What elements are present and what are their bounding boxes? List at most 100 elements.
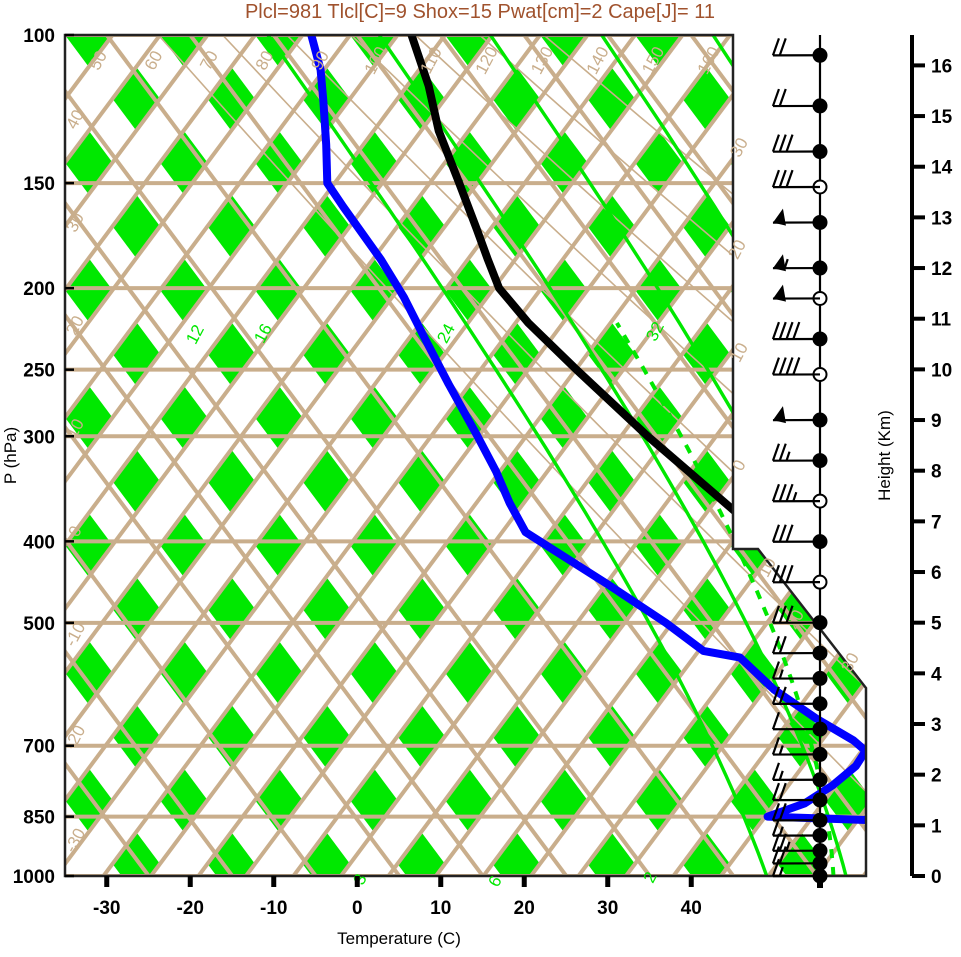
temperature-axis-title: Temperature (C)	[337, 929, 461, 948]
wind-barb	[771, 762, 828, 788]
shading-band-cross	[65, 35, 730, 876]
wind-barb-full	[771, 38, 780, 56]
wind-barb-flag	[772, 284, 786, 302]
shading-band	[65, 35, 265, 876]
shading-band-cross	[65, 35, 255, 876]
wind-barb-full	[771, 357, 780, 375]
wind-barb-full	[771, 169, 780, 188]
height-tick-label: 15	[931, 107, 953, 128]
pressure-tick-label: 850	[23, 808, 55, 829]
pressure-tick-label: 100	[23, 26, 55, 47]
temperature-axis: -30 -20 -10 0 10 20 30 40 Temperature (C)	[93, 876, 702, 948]
isotherm-line	[65, 35, 485, 876]
wind-barb	[771, 524, 828, 550]
temperature-tick-label: -10	[260, 898, 287, 919]
wind-barb	[772, 284, 828, 306]
dry-adiabat-line	[386, 35, 866, 876]
wind-barb-full	[785, 524, 794, 543]
wind-barb-full	[771, 858, 780, 877]
wind-barb	[771, 803, 828, 828]
wind-barb-full	[771, 661, 780, 679]
height-axis-title: Height (Km)	[875, 410, 894, 501]
wind-barb	[771, 858, 828, 884]
dry-adiabat-line	[65, 35, 400, 876]
wind-barb-flag	[772, 406, 786, 424]
wind-barb-full	[778, 483, 787, 502]
wind-barb	[771, 818, 828, 843]
pressure-tick-label: 500	[23, 614, 55, 635]
wind-barb	[771, 635, 828, 661]
dry-adiabat-line	[196, 35, 827, 876]
wind-barb-full	[771, 134, 780, 153]
wind-barb	[771, 169, 828, 195]
plot-frame	[63, 33, 868, 878]
wind-barb-full	[778, 134, 787, 153]
wind-barb-full	[771, 782, 780, 801]
wind-barb	[771, 846, 828, 871]
isotherm-line	[606, 35, 866, 876]
wind-barb	[771, 564, 828, 590]
wind-barb-full	[771, 635, 780, 654]
height-tick-label: 9	[931, 411, 942, 432]
dry-adiabat-line	[65, 35, 305, 876]
wind-barb-full	[771, 846, 780, 864]
shading-band	[65, 35, 360, 876]
wind-barb-full	[792, 357, 801, 375]
wind-barb-full	[771, 443, 780, 462]
wind-barb	[771, 686, 828, 712]
isotherm-line	[105, 35, 735, 876]
wind-barb-full	[778, 803, 787, 821]
wind-barb-full	[771, 737, 780, 755]
dry-adiabat-line	[671, 35, 866, 876]
wind-barb-full	[771, 524, 780, 543]
shading-band-cross	[65, 35, 445, 876]
height-tick-label: 14	[931, 158, 953, 179]
wind-barb	[771, 661, 828, 686]
pressure-axis-title: P (hPa)	[1, 427, 20, 484]
dry-adiabat-lines	[65, 35, 866, 876]
wind-barb-full	[785, 564, 794, 583]
pressure-tick-label: 250	[23, 361, 55, 382]
wind-barb-half	[778, 770, 784, 781]
isotherm-line	[65, 35, 568, 876]
pressure-tick-label: 200	[23, 279, 55, 300]
wind-barb-full	[792, 321, 801, 340]
temperature-tick-label: -20	[177, 898, 204, 919]
wind-barb-full	[778, 357, 787, 375]
wind-barb	[771, 88, 828, 114]
wind-barb-full	[778, 782, 787, 801]
wind-barb-half	[778, 669, 784, 679]
wind-barb	[772, 254, 828, 276]
wind-barb-full	[778, 88, 787, 107]
shading-band-cross	[65, 35, 635, 876]
wind-barb-full	[778, 524, 787, 543]
height-tick-label: 13	[931, 208, 952, 229]
wind-barb-full	[778, 564, 787, 583]
height-tick-label: 4	[931, 664, 942, 685]
wind-barb-half	[778, 745, 784, 755]
dry-adiabat-line	[719, 35, 866, 876]
dry-adiabat-line	[576, 35, 866, 876]
temperature-tick-label: 40	[681, 898, 702, 919]
wind-barb	[771, 443, 828, 469]
wind-barb-half	[783, 258, 789, 269]
wind-barb-full	[771, 321, 780, 340]
shading-band	[540, 35, 866, 876]
dry-adiabat-line	[624, 35, 866, 876]
temperature-tick-label: 20	[514, 898, 535, 919]
wind-barb-full	[771, 686, 780, 705]
wind-barb-full	[771, 564, 780, 583]
pressure-tick-label: 700	[23, 737, 55, 758]
wind-barb-half	[792, 491, 798, 502]
wind-barb-half	[785, 451, 791, 462]
mixing-ratio-line	[266, 35, 769, 876]
isotherm-line	[65, 35, 652, 876]
height-tick-label: 10	[931, 360, 952, 381]
height-tick-label: 3	[931, 715, 942, 736]
wind-barb	[771, 357, 828, 382]
wind-barb-full	[785, 321, 794, 340]
wind-barb-full	[778, 846, 787, 864]
